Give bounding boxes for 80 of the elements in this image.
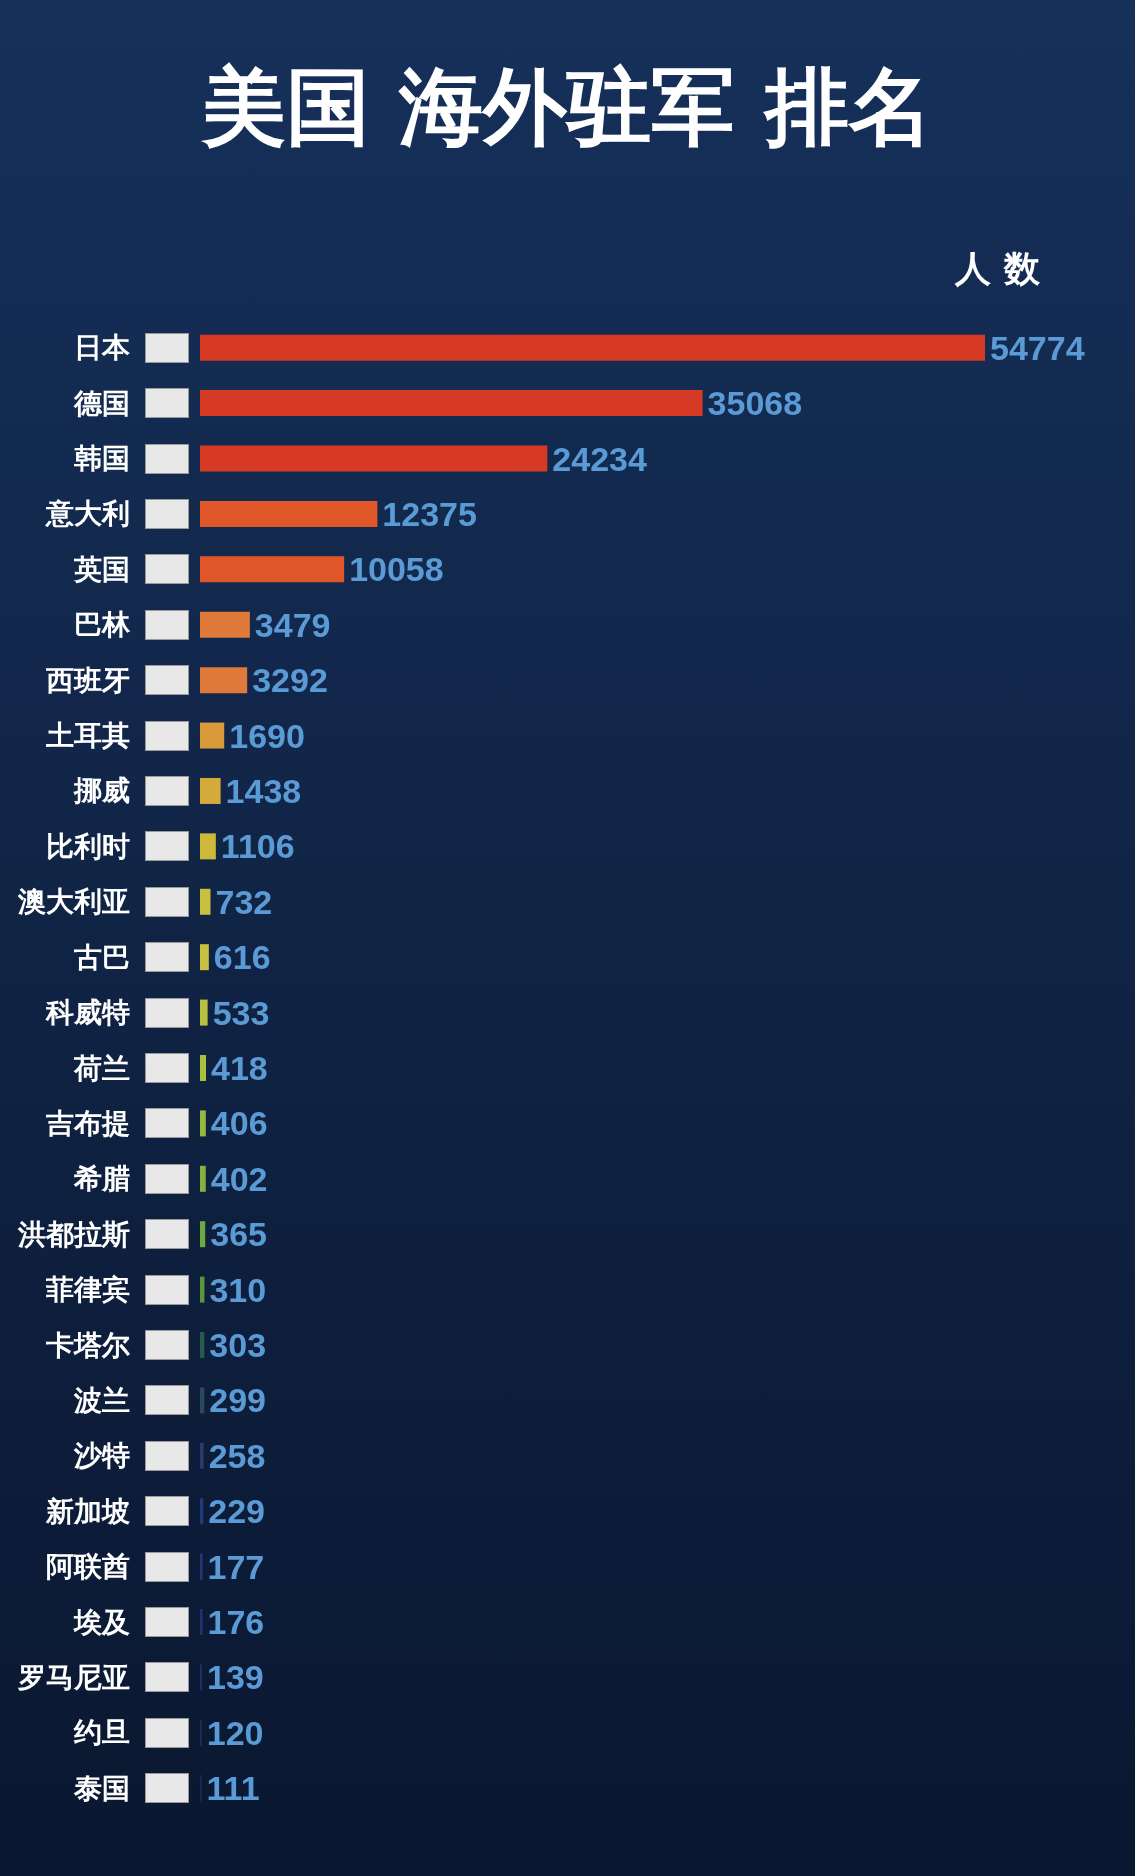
bar [200, 1609, 203, 1636]
y-tick-label: 比利时 [46, 829, 130, 863]
y-tick-label: 埃及 [72, 1605, 130, 1639]
y-tick-label: 荷兰 [73, 1051, 130, 1085]
bar [200, 1055, 206, 1081]
data-label: 258 [208, 1436, 266, 1475]
data-label: 10058 [349, 550, 444, 589]
data-label: 176 [207, 1603, 265, 1642]
data-label: 1438 [225, 771, 302, 810]
bar [200, 390, 703, 417]
bar [200, 1553, 203, 1580]
y-tick-label: 挪威 [73, 774, 130, 808]
y-tick-label: 吉布提 [45, 1106, 130, 1140]
bar [200, 999, 208, 1026]
y-tick-label: 罗马尼亚 [17, 1660, 130, 1694]
y-tick-label: 洪都拉斯 [17, 1217, 130, 1251]
data-label: 111 [206, 1769, 260, 1808]
data-label: 533 [212, 993, 270, 1032]
y-tick-label: 澳大利亚 [17, 885, 130, 919]
bar [200, 500, 378, 527]
y-tick-label: 土耳其 [45, 719, 130, 753]
y-tick-label: 科威特 [45, 996, 130, 1030]
y-tick-label: 巴林 [74, 608, 131, 642]
y-tick-label: 希腊 [73, 1162, 130, 1196]
y-tick-label: 德国 [73, 386, 130, 420]
data-label: 310 [209, 1270, 267, 1309]
y-tick-label: 意大利 [44, 497, 130, 531]
data-label: 120 [206, 1713, 264, 1752]
y-tick-label: 卡塔尔 [45, 1328, 130, 1362]
bar [200, 1221, 206, 1248]
data-label: 3479 [254, 605, 331, 644]
bar [200, 888, 211, 915]
data-label: 732 [215, 882, 273, 921]
bar [200, 1165, 206, 1192]
chart-title: 美国 海外驻军 排名 [200, 58, 933, 156]
y-tick-label: 西班牙 [45, 663, 130, 697]
y-tick-label: 菲律宾 [45, 1273, 130, 1307]
bar [200, 1276, 205, 1303]
bar [200, 1498, 204, 1525]
data-label: 418 [210, 1049, 268, 1087]
y-tick-label: 泰国 [73, 1771, 130, 1805]
bar [200, 1442, 204, 1469]
y-tick-label: 约旦 [73, 1716, 130, 1750]
y-tick-label: 阿联酋 [46, 1550, 130, 1584]
bar [200, 334, 985, 361]
data-label: 229 [208, 1492, 266, 1531]
y-tick-label: 英国 [73, 552, 130, 586]
data-label: 12375 [382, 494, 477, 533]
y-tick-label: 韩国 [73, 442, 130, 476]
bar [200, 1387, 205, 1414]
data-label: 299 [209, 1381, 267, 1420]
bar [200, 556, 345, 583]
data-label: 35068 [707, 384, 803, 423]
data-label: 139 [206, 1658, 264, 1697]
bar [200, 611, 250, 638]
y-tick-label: 新加坡 [45, 1494, 130, 1528]
data-label: 303 [209, 1326, 267, 1365]
y-tick-label: 沙特 [73, 1439, 130, 1473]
bar [200, 445, 548, 472]
data-label: 406 [210, 1104, 268, 1143]
bar [200, 944, 209, 971]
bar [200, 1332, 205, 1359]
data-label: 3292 [252, 661, 328, 700]
bar [200, 667, 248, 694]
data-label: 177 [207, 1547, 265, 1586]
bar [200, 777, 221, 804]
x-axis-title: 人 数 [954, 247, 1041, 289]
data-label: 402 [210, 1159, 268, 1198]
bar [200, 833, 216, 860]
data-label: 616 [213, 938, 271, 977]
y-tick-label: 古巴 [73, 940, 130, 974]
y-tick-label: 波兰 [73, 1383, 130, 1417]
data-label: 1106 [220, 827, 295, 866]
bar [200, 1110, 206, 1137]
data-label: 1690 [229, 716, 305, 755]
data-label: 24234 [552, 439, 647, 478]
y-tick-label: 日本 [74, 331, 131, 365]
bar [200, 722, 225, 749]
data-label: 365 [210, 1215, 267, 1254]
data-label: 54774 [990, 328, 1085, 367]
